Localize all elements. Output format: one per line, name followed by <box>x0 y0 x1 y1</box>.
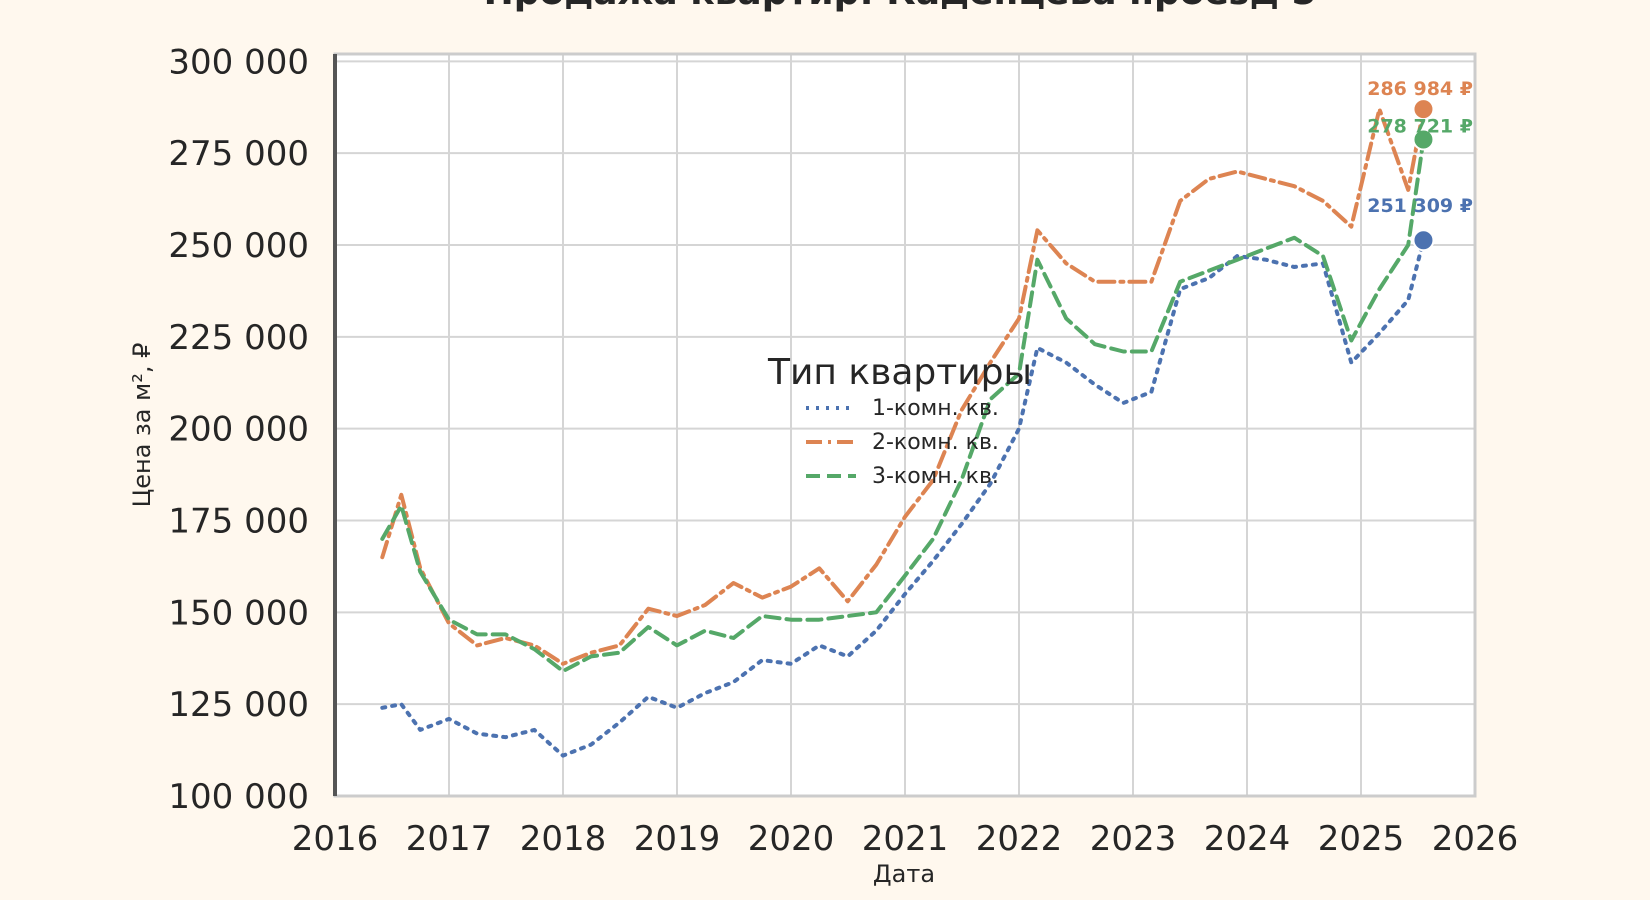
x-tick-label: 2018 <box>520 819 607 859</box>
end-marker-2 <box>1412 98 1435 121</box>
series-line-2 <box>380 107 1426 666</box>
y-tick-label: 275 000 <box>168 134 309 174</box>
y-axis-title: Цена за м², ₽ <box>128 343 156 508</box>
grid <box>334 54 1476 797</box>
end-value-label-2: 286 984 ₽ <box>1367 78 1473 100</box>
series-line-3 <box>380 137 1426 674</box>
x-tick-label: 2023 <box>1090 819 1177 859</box>
y-tick-label: 100 000 <box>168 777 309 817</box>
end-value-label-1: 251 309 ₽ <box>1367 195 1473 217</box>
x-tick-label: 2021 <box>862 819 949 859</box>
chart-title: Продажа квартир: Каденцева проезд 5 <box>484 0 1317 13</box>
end-markers: 251 309 ₽ 286 984 ₽ 278 721 ₽ <box>1367 78 1473 252</box>
x-tick-label: 2024 <box>1204 819 1291 859</box>
x-axis-ticks: 2016 2017 2018 2019 2020 2021 2022 2023 2024 2025… <box>292 819 1519 859</box>
legend-entry-3: 3-комн. кв. <box>872 464 999 489</box>
legend: Тип квартиры 1-комн. кв. 2-комн. кв. 3-ком… <box>767 352 1032 489</box>
end-marker-1 <box>1412 229 1435 252</box>
x-tick-label: 2016 <box>292 819 379 859</box>
x-tick-label: 2019 <box>634 819 721 859</box>
end-value-label-3: 278 721 ₽ <box>1367 116 1473 138</box>
y-tick-label: 200 000 <box>168 410 309 450</box>
y-tick-label: 150 000 <box>168 593 309 633</box>
y-tick-label: 300 000 <box>168 42 309 82</box>
x-axis-title: Дата <box>873 860 935 888</box>
x-tick-label: 2022 <box>976 819 1063 859</box>
y-tick-label: 125 000 <box>168 685 309 725</box>
y-tick-label: 175 000 <box>168 502 309 542</box>
x-tick-label: 2025 <box>1318 819 1405 859</box>
legend-entry-1: 1-комн. кв. <box>872 396 999 421</box>
y-tick-label: 250 000 <box>168 226 309 266</box>
legend-title: Тип квартиры <box>767 352 1032 393</box>
end-marker-3 <box>1412 128 1435 151</box>
series-lines <box>380 107 1426 758</box>
x-tick-label: 2026 <box>1432 819 1519 859</box>
x-tick-label: 2017 <box>406 819 493 859</box>
y-axis-ticks: 100 000 125 000 150 000 175 000 200 000 225 0… <box>168 42 309 817</box>
x-tick-label: 2020 <box>748 819 835 859</box>
y-tick-label: 225 000 <box>168 318 309 358</box>
legend-entry-2: 2-комн. кв. <box>872 430 999 455</box>
series-line-1 <box>380 238 1426 758</box>
